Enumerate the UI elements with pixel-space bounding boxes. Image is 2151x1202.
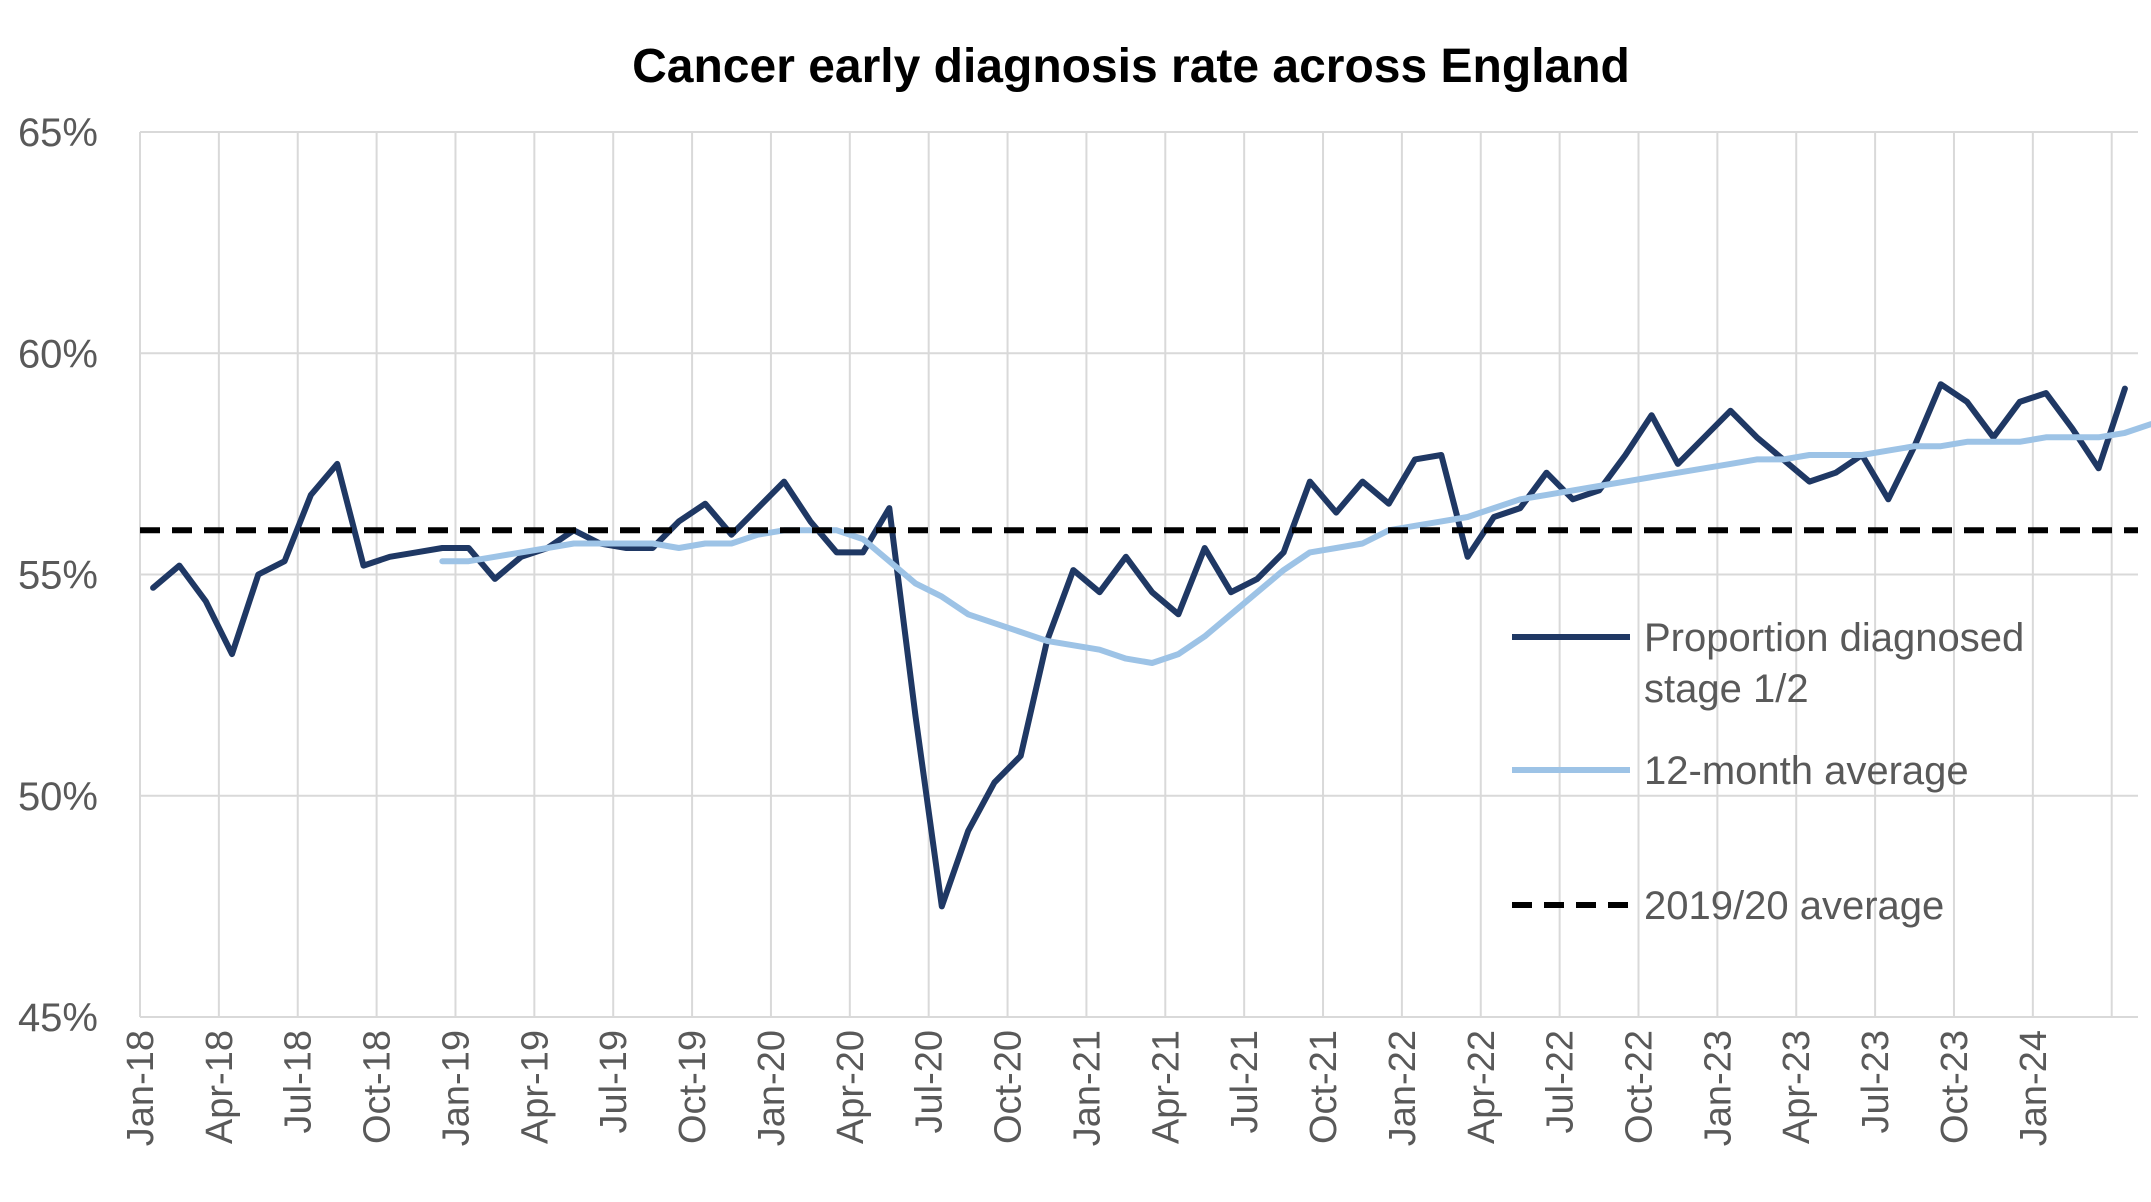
y-tick-label: 45%	[18, 996, 98, 1040]
x-tick-label: Apr-22	[1461, 1030, 1503, 1144]
y-tick-label: 55%	[18, 554, 98, 598]
x-tick-label: Jul-20	[909, 1030, 951, 1134]
x-tick-label: Jan-23	[1697, 1030, 1739, 1146]
x-tick-label: Oct-22	[1619, 1030, 1661, 1144]
legend-label-stage12-line1: Proportion diagnosed	[1644, 616, 2024, 660]
x-tick-label: Apr-21	[1145, 1030, 1187, 1144]
x-tick-label: Oct-19	[672, 1030, 714, 1144]
x-tick-label: Oct-23	[1934, 1030, 1976, 1144]
x-tick-label: Jan-20	[751, 1030, 793, 1146]
x-tick-label: Jul-18	[278, 1030, 320, 1134]
x-tick-label: Oct-18	[357, 1030, 399, 1144]
x-tick-label: Jan-22	[1382, 1030, 1424, 1146]
x-tick-label: Jul-22	[1540, 1030, 1582, 1134]
y-tick-label: 60%	[18, 332, 98, 376]
x-tick-label: Oct-21	[1303, 1030, 1345, 1144]
x-tick-label: Jul-23	[1855, 1030, 1897, 1134]
legend-label-stage12-line2: stage 1/2	[1644, 667, 1809, 711]
x-tick-label: Jan-24	[2013, 1030, 2055, 1146]
x-tick-label: Oct-20	[988, 1030, 1030, 1144]
x-tick-label: Jul-19	[593, 1030, 635, 1134]
x-tick-label: Apr-20	[830, 1030, 872, 1144]
legend-label-2019-20-average: 2019/20 average	[1644, 884, 1944, 928]
plot-area	[140, 381, 2151, 910]
y-tick-label: 65%	[18, 111, 98, 155]
chart-title: Cancer early diagnosis rate across Engla…	[632, 40, 1630, 93]
x-tick-label: Jul-21	[1224, 1030, 1266, 1134]
x-tick-label: Apr-23	[1776, 1030, 1818, 1144]
y-tick-label: 50%	[18, 775, 98, 819]
legend-label-12-month-average: 12-month average	[1644, 749, 1969, 793]
series-line-12-month-average	[439, 421, 2151, 666]
y-axis-ticks: 45% 50% 55% 60% 65%	[18, 111, 98, 1040]
series-line-stage12	[150, 381, 2128, 910]
x-tick-label: Apr-19	[514, 1030, 556, 1144]
x-tick-label: Apr-18	[199, 1030, 241, 1144]
x-tick-label: Jan-21	[1066, 1030, 1108, 1146]
x-axis-ticks: Jan-18 Apr-18 Jul-18 Oct-18 Jan-19 Apr-19 Jul-…	[120, 1030, 2055, 1146]
x-tick-label: Jan-19	[435, 1030, 477, 1146]
legend: Proportion diagnosed stage 1/2 12-month …	[1512, 616, 2024, 928]
x-tick-label: Jan-18	[120, 1030, 162, 1146]
gridlines	[139, 131, 2138, 1018]
